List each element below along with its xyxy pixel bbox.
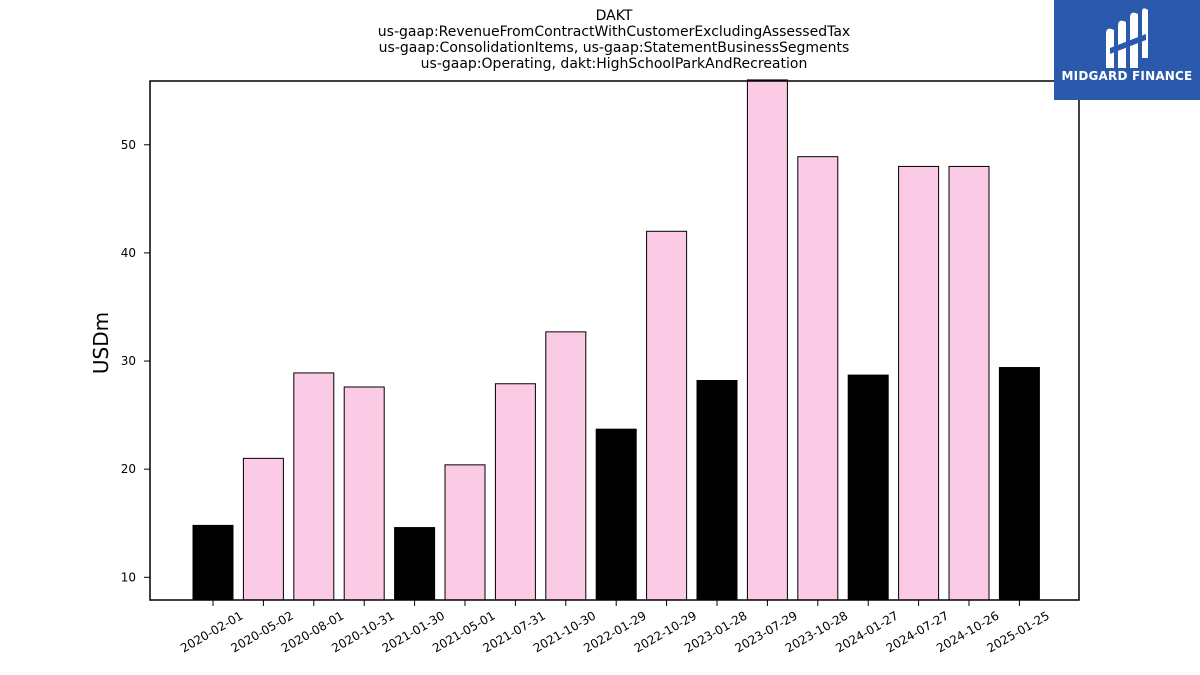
chart-title-line: us-gaap:RevenueFromContractWithCustomerE… xyxy=(378,24,850,40)
bars xyxy=(192,79,1040,601)
bar xyxy=(696,380,738,601)
bar xyxy=(242,457,284,601)
bar xyxy=(343,386,385,601)
company-logo: MIDGARD FINANCE xyxy=(1054,0,1200,100)
chart-title-line: us-gaap:ConsolidationItems, us-gaap:Stat… xyxy=(379,40,850,56)
y-axis-label: USDm xyxy=(89,312,113,374)
bar xyxy=(646,230,688,601)
x-axis-ticks: 2020-02-012020-05-022020-08-012020-10-31… xyxy=(178,600,1052,655)
chart-title-line: DAKT xyxy=(596,8,633,24)
bar xyxy=(797,156,839,601)
bar xyxy=(948,165,990,601)
y-tick-label: 10 xyxy=(121,570,136,584)
bar xyxy=(847,374,889,601)
bar xyxy=(898,165,940,601)
y-axis-ticks: 10 20 30 40 50 xyxy=(121,138,150,584)
y-tick-label: 40 xyxy=(121,246,136,260)
y-tick-label: 20 xyxy=(121,462,136,476)
bar xyxy=(494,383,536,601)
bar xyxy=(998,367,1040,601)
chart-title: DAKTus-gaap:RevenueFromContractWithCusto… xyxy=(378,8,850,72)
bar xyxy=(595,428,637,601)
logo-mark-icon xyxy=(1106,8,1148,69)
bar xyxy=(444,464,486,601)
bar xyxy=(746,79,788,601)
bar xyxy=(293,372,335,601)
plot-frame xyxy=(149,80,1080,601)
bar xyxy=(545,331,587,601)
chart-title-line: us-gaap:Operating, dakt:HighSchoolParkAn… xyxy=(421,56,808,72)
bar xyxy=(192,524,234,601)
y-tick-label: 50 xyxy=(121,138,136,152)
bar xyxy=(394,527,436,601)
logo-text: MIDGARD FINANCE xyxy=(1061,69,1193,83)
y-tick-label: 30 xyxy=(121,354,136,368)
